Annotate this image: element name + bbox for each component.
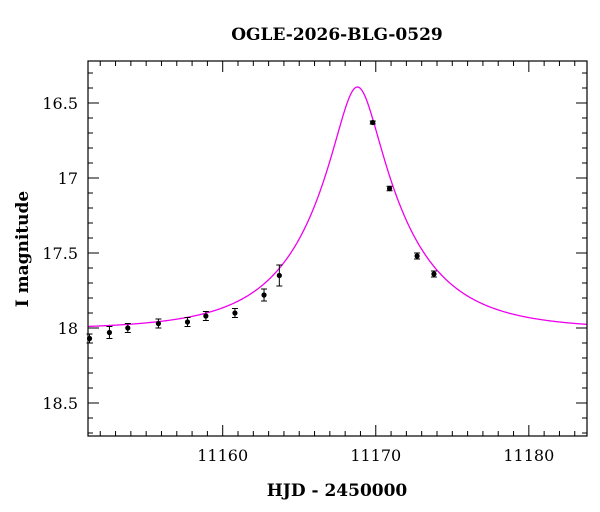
- data-marker: [232, 310, 238, 316]
- data-point: [276, 264, 283, 287]
- plot-frame: [87, 60, 588, 437]
- data-point: [430, 270, 437, 278]
- data-point: [369, 119, 376, 126]
- data-point: [414, 252, 421, 260]
- data-marker: [414, 253, 420, 259]
- data-marker: [386, 185, 393, 192]
- data-marker: [370, 119, 376, 126]
- y-axis-label: I magnitude: [13, 191, 33, 308]
- x-tick-label: 11160: [197, 446, 248, 465]
- data-marker: [431, 271, 437, 277]
- data-marker: [276, 272, 282, 279]
- data-marker: [261, 292, 267, 298]
- x-tick-label: 11180: [503, 446, 554, 465]
- y-tick-label: 17.5: [42, 244, 78, 263]
- y-tick-label: 17: [58, 169, 78, 188]
- data-point: [231, 308, 238, 318]
- data-marker: [203, 313, 209, 319]
- tick-labels: 11160 11170 11180 16.5 17 17.5 18 18.5: [42, 94, 554, 465]
- data-marker: [125, 325, 131, 331]
- data-marker: [155, 320, 162, 327]
- axis-ticks: [88, 61, 587, 436]
- x-axis-label: HJD - 2450000: [267, 481, 408, 501]
- data-marker: [106, 329, 113, 336]
- model-curve: [87, 86, 588, 328]
- data-point: [261, 288, 268, 302]
- chart-title: OGLE-2026-BLG-0529: [231, 25, 443, 45]
- data-point: [155, 318, 162, 329]
- model-curve-layer: [87, 86, 588, 328]
- data-point: [386, 185, 393, 192]
- y-tick-label: 18: [58, 319, 78, 338]
- data-point: [184, 317, 191, 327]
- data-points-layer: [86, 119, 437, 344]
- data-marker: [184, 319, 191, 325]
- y-tick-label: 18.5: [42, 394, 78, 413]
- x-tick-label: 11170: [350, 446, 401, 465]
- data-point: [106, 326, 113, 339]
- data-point: [202, 311, 209, 321]
- data-point: [124, 323, 131, 333]
- y-tick-label: 16.5: [42, 94, 78, 113]
